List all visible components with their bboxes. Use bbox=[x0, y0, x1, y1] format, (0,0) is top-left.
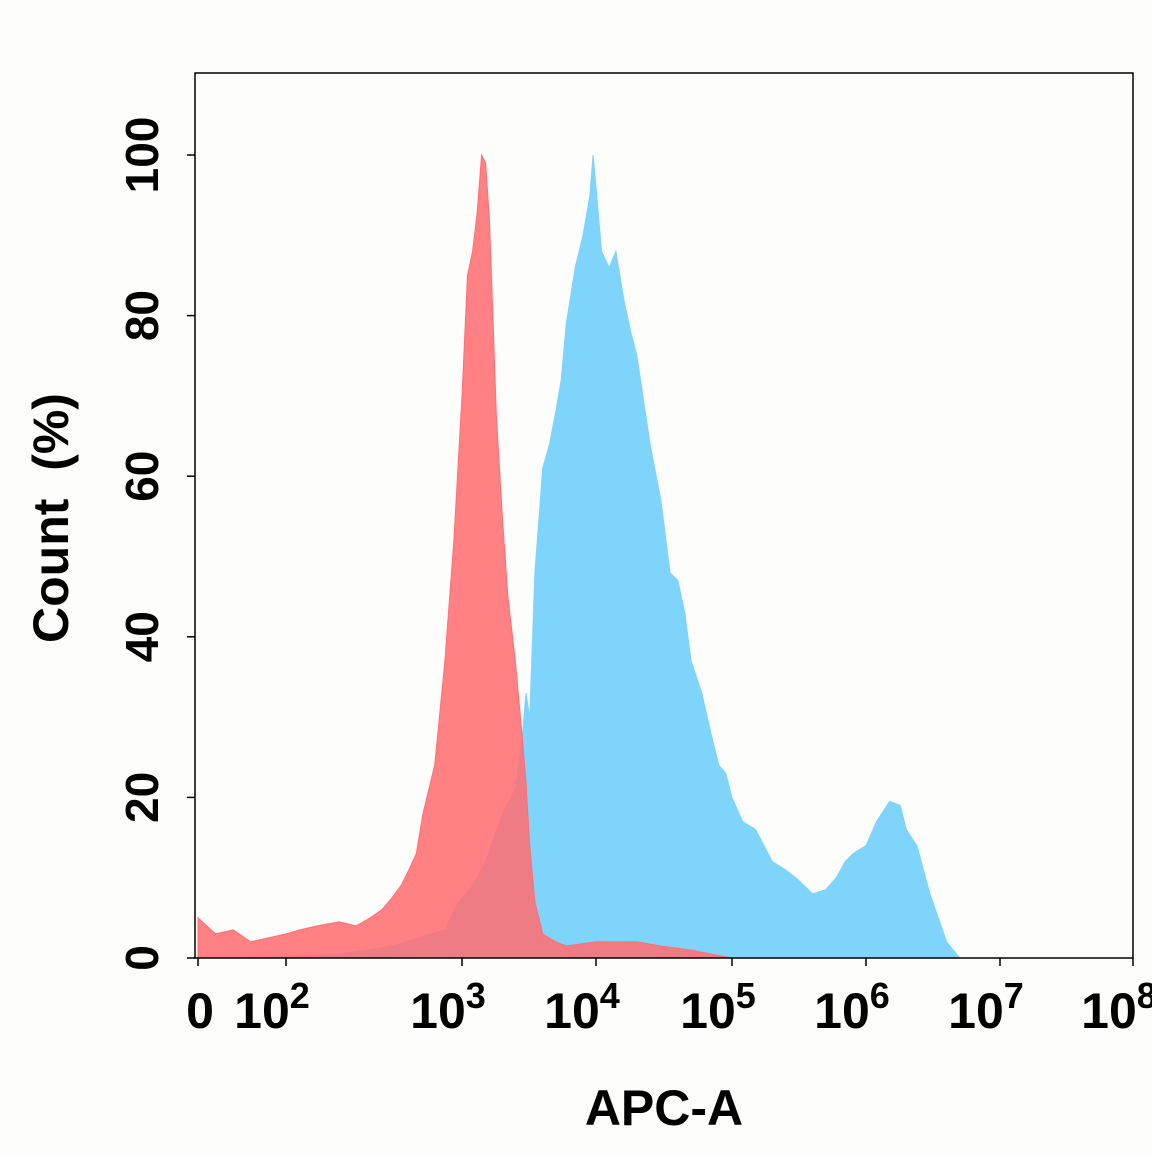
y-tick-label: 60 bbox=[116, 451, 168, 502]
series-area-0 bbox=[241, 154, 961, 959]
y-tick-label: 20 bbox=[116, 772, 168, 823]
x-tick-label: 108 bbox=[1081, 975, 1152, 1039]
y-axis-label: Count (%) bbox=[23, 393, 79, 643]
x-tick-label: 106 bbox=[814, 975, 890, 1039]
y-tick-label: 40 bbox=[116, 611, 168, 662]
plot-frame bbox=[194, 72, 1134, 959]
x-axis: 0 102 103 104 105 106 107 108 bbox=[186, 958, 1152, 1039]
x-tick-label: 105 bbox=[680, 975, 756, 1039]
y-tick-label: 0 bbox=[116, 945, 168, 971]
series-layer bbox=[197, 153, 961, 959]
y-axis: 0 20 40 60 80 100 bbox=[116, 117, 195, 971]
series-area-1 bbox=[197, 153, 733, 959]
x-axis-label: APC-A bbox=[585, 1080, 743, 1136]
x-tick-label: 103 bbox=[410, 975, 486, 1039]
x-tick-label: 107 bbox=[948, 975, 1024, 1039]
x-tick-label: 102 bbox=[234, 975, 310, 1039]
x-tick-label: 104 bbox=[544, 975, 620, 1039]
y-tick-label: 100 bbox=[116, 117, 168, 194]
x-tick-label: 0 bbox=[186, 983, 214, 1039]
y-tick-label: 80 bbox=[116, 290, 168, 341]
